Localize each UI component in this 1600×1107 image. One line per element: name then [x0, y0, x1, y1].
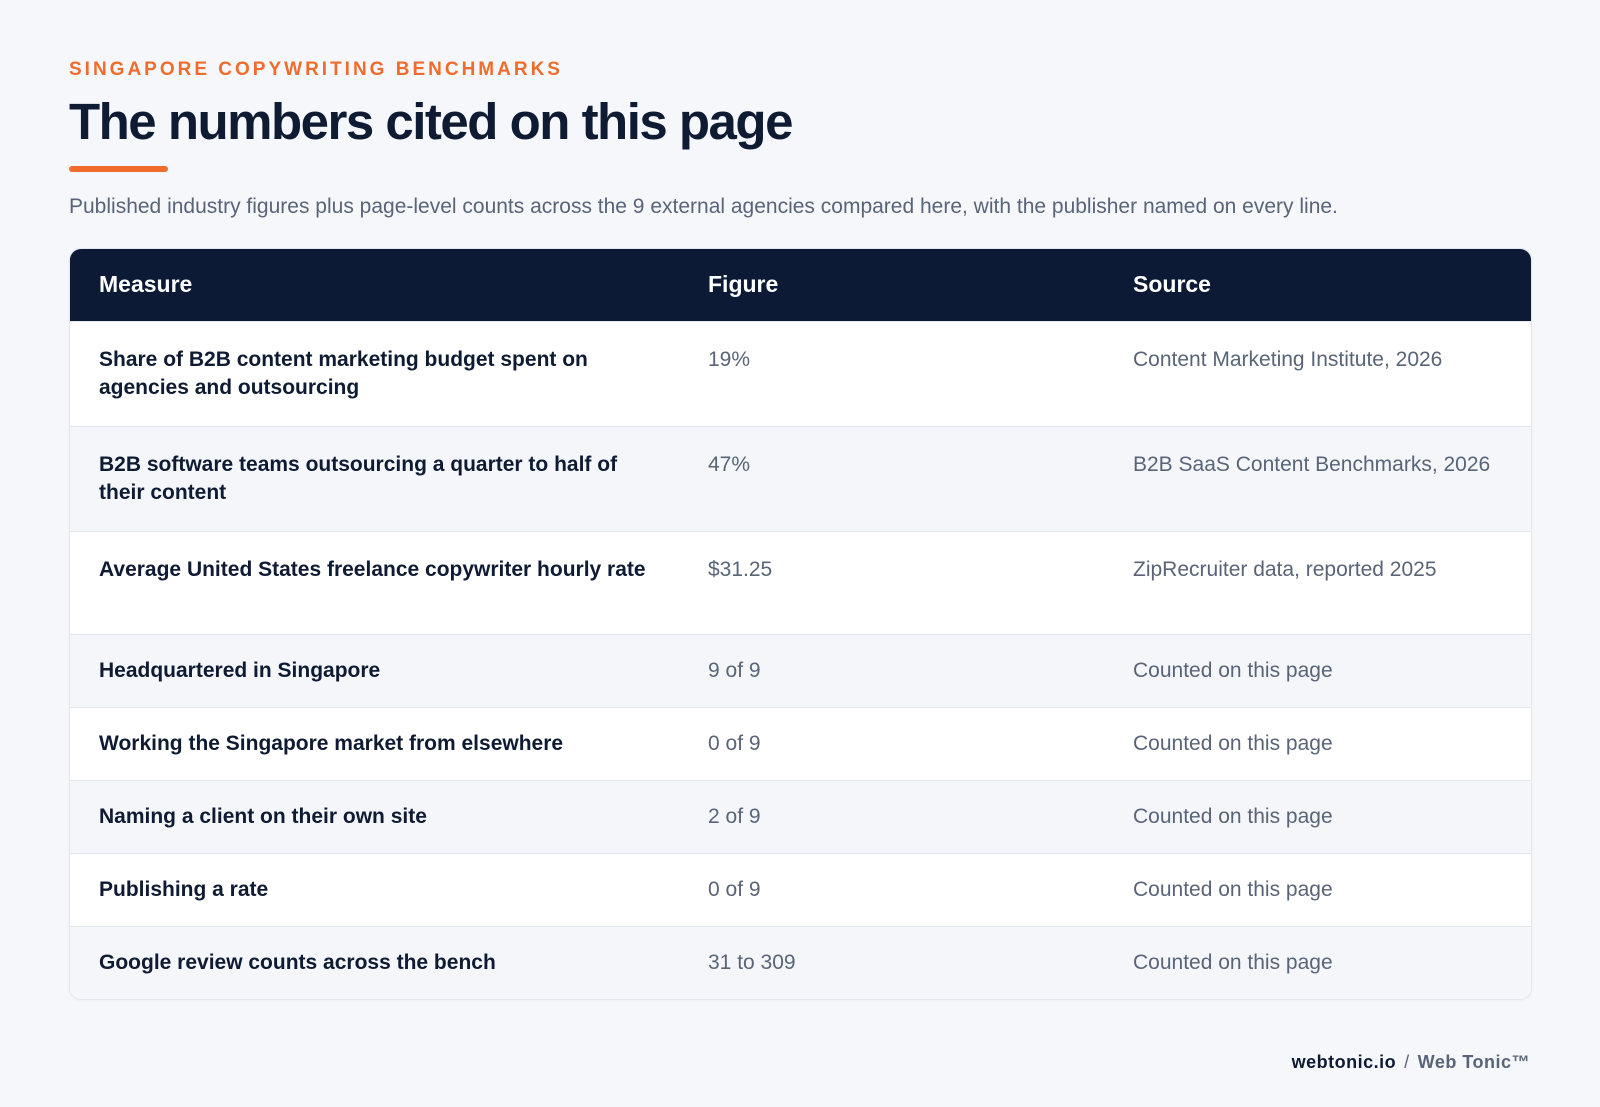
- footer-separator: /: [1404, 1052, 1410, 1072]
- source-cell: Content Marketing Institute, 2026: [1133, 347, 1443, 371]
- source-cell: Counted on this page: [1133, 658, 1333, 682]
- table-header-row: Measure Figure Source: [70, 249, 1531, 321]
- footer-domain: webtonic.io: [1291, 1052, 1397, 1072]
- page-title: The numbers cited on this page: [69, 93, 793, 150]
- column-header-figure: Figure: [708, 271, 779, 298]
- figure-cell: 2 of 9: [708, 804, 761, 828]
- table-row: Working the Singapore market from elsewh…: [70, 707, 1531, 780]
- measure-cell: Average United States freelance copywrit…: [99, 557, 646, 581]
- table-row: Average United States freelance copywrit…: [70, 531, 1531, 634]
- figure-cell: $31.25: [708, 557, 773, 581]
- measure-cell: Working the Singapore market from elsewh…: [99, 731, 564, 755]
- measure-cell: Headquartered in Singapore: [99, 658, 381, 682]
- source-cell: Counted on this page: [1133, 950, 1333, 974]
- measure-cell: Publishing a rate: [99, 877, 269, 901]
- source-cell: B2B SaaS Content Benchmarks, 2026: [1133, 452, 1491, 476]
- source-cell: Counted on this page: [1133, 731, 1333, 755]
- source-cell: ZipRecruiter data, reported 2025: [1133, 557, 1437, 581]
- figure-cell: 19%: [708, 347, 751, 371]
- source-cell: Counted on this page: [1133, 877, 1333, 901]
- figure-cell: 0 of 9: [708, 731, 761, 755]
- figure-cell: 9 of 9: [708, 658, 761, 682]
- table-row: Publishing a rate 0 of 9 Counted on this…: [70, 853, 1531, 926]
- figure-cell: 47%: [708, 452, 751, 476]
- measure-cell: Share of B2B content marketing budget sp…: [99, 347, 588, 399]
- measure-cell: Google review counts across the bench: [99, 950, 496, 974]
- table-row: Share of B2B content marketing budget sp…: [70, 321, 1531, 426]
- table-row: B2B software teams outsourcing a quarter…: [70, 426, 1531, 531]
- footer-credit: webtonic.io / Web Tonic™: [1292, 1052, 1530, 1073]
- benchmarks-table: Measure Figure Source Share of B2B conte…: [70, 249, 1531, 999]
- footer-brand: Web Tonic™: [1417, 1052, 1530, 1072]
- measure-cell: B2B software teams outsourcing a quarter…: [99, 452, 618, 504]
- column-header-source: Source: [1133, 271, 1211, 298]
- table-row: Headquartered in Singapore 9 of 9 Counte…: [70, 634, 1531, 707]
- page-subtitle: Published industry figures plus page-lev…: [69, 195, 1338, 218]
- figure-cell: 31 to 309: [708, 950, 796, 974]
- eyebrow-label: SINGAPORE COPYWRITING BENCHMARKS: [69, 59, 563, 80]
- table-row: Naming a client on their own site 2 of 9…: [70, 780, 1531, 853]
- figure-cell: 0 of 9: [708, 877, 761, 901]
- column-header-measure: Measure: [99, 271, 193, 298]
- table-row: Google review counts across the bench 31…: [70, 926, 1531, 999]
- source-cell: Counted on this page: [1133, 804, 1333, 828]
- benchmarks-table-card: Measure Figure Source Share of B2B conte…: [69, 248, 1532, 1000]
- measure-cell: Naming a client on their own site: [99, 804, 427, 828]
- title-underline: [69, 166, 168, 172]
